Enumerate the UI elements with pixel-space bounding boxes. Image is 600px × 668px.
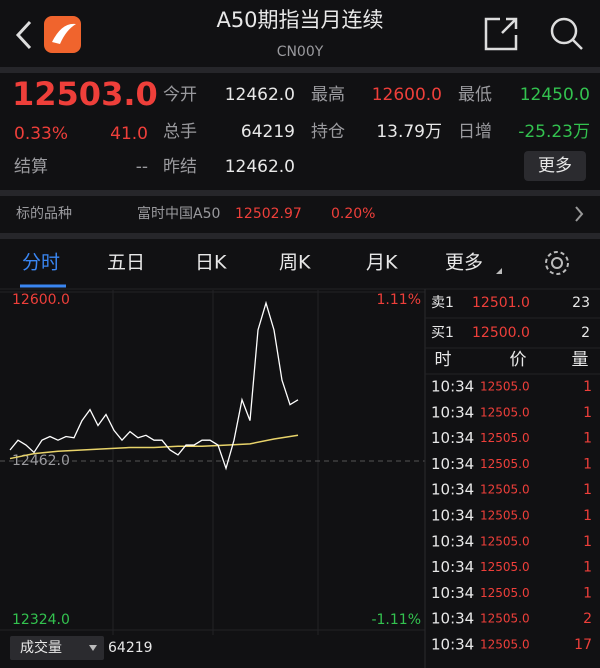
trade-qty: 17	[574, 637, 592, 653]
trade-price: 12505.0	[480, 534, 530, 548]
field-value: 13.79万	[376, 122, 442, 142]
trade-qty: 1	[583, 456, 592, 472]
volume-label[interactable]: 成交量	[20, 639, 62, 656]
trade-price: 12505.0	[480, 405, 530, 419]
trade-time: 10:34	[431, 481, 474, 499]
trade-time: 10:34	[431, 532, 474, 550]
field-value: 64219	[241, 122, 295, 142]
tab[interactable]: 日K	[195, 252, 227, 274]
app-icon-glyph	[52, 23, 76, 44]
trade-time: 10:34	[431, 610, 474, 628]
trade-qty: 2	[583, 611, 592, 627]
trade-time: 10:34	[431, 558, 474, 576]
trade-qty: 1	[583, 379, 592, 395]
trade-price: 12505.0	[480, 638, 530, 652]
trade-qty: 1	[583, 534, 592, 550]
trade-price: 12505.0	[480, 586, 530, 600]
more-button-label[interactable]: 更多	[538, 156, 572, 176]
trade-price: 12505.0	[480, 612, 530, 626]
tab[interactable]: 五日	[107, 252, 145, 274]
trade-time: 10:34	[431, 378, 474, 396]
level-price: 12501.0	[472, 295, 530, 311]
underlying-name[interactable]: 富时中国A50	[137, 205, 220, 222]
field-label: 持仓	[311, 122, 345, 142]
trade-time: 10:34	[431, 455, 474, 473]
field-label: 总手	[163, 122, 197, 142]
trade-price: 12505.0	[480, 509, 530, 523]
tab[interactable]: 分时	[22, 252, 60, 274]
last-price: 12503.0	[12, 75, 158, 113]
price-line	[9, 300, 299, 471]
field-label: 昨结	[163, 157, 197, 177]
trade-qty: 1	[583, 508, 592, 524]
average-line	[9, 434, 299, 460]
field-value: 12450.0	[520, 85, 590, 105]
volume-dropdown[interactable]	[10, 636, 104, 660]
y-tick-label: 12324.0	[12, 612, 70, 628]
trade-price: 12505.0	[480, 431, 530, 445]
pct-label: 1.11%	[377, 292, 421, 308]
trade-qty: 1	[583, 585, 592, 601]
trade-price: 12505.0	[480, 560, 530, 574]
tab-more-arrow[interactable]	[496, 268, 502, 274]
field-value: 12462.0	[225, 157, 295, 177]
trade-qty: 1	[583, 431, 592, 447]
field-label: 最高	[311, 85, 345, 105]
tab[interactable]: 周K	[279, 252, 311, 274]
search-button[interactable]	[550, 17, 583, 50]
level-label: 卖1	[431, 295, 454, 311]
volume-value: 64219	[108, 640, 153, 656]
underlying-label[interactable]: 标的品种	[16, 206, 72, 222]
field-label: 结算	[14, 157, 48, 177]
chevron[interactable]	[575, 206, 584, 222]
pct-label: -1.11%	[371, 612, 421, 628]
tab[interactable]: 更多	[445, 252, 483, 274]
title: A50期指当月连续	[216, 8, 383, 32]
change-pct: 0.33%	[14, 124, 68, 144]
back-button[interactable]	[15, 20, 32, 50]
field-label: 日增	[458, 122, 492, 142]
y-tick-label: 12462.0	[12, 453, 70, 469]
trade-qty: 1	[583, 405, 592, 421]
settings-button[interactable]	[545, 251, 569, 275]
trade-time: 10:34	[431, 403, 474, 421]
field-value: -25.23万	[518, 122, 590, 142]
column-header: 量	[572, 350, 589, 370]
tab[interactable]: 月K	[366, 252, 398, 274]
underlying-change[interactable]: 0.20%	[331, 206, 375, 222]
trade-time: 10:34	[431, 584, 474, 602]
underlying-price[interactable]: 12502.97	[235, 206, 302, 222]
field-value: --	[136, 157, 148, 177]
share-button[interactable]	[484, 17, 518, 51]
change: 41.0	[110, 124, 148, 144]
trade-price: 12505.0	[480, 380, 530, 394]
trade-time: 10:34	[431, 429, 474, 447]
y-tick-label: 12600.0	[12, 292, 70, 308]
subtitle: CN00Y	[277, 44, 324, 60]
more-button[interactable]	[524, 151, 586, 181]
trade-price: 12505.0	[480, 457, 530, 471]
trade-time: 10:34	[431, 507, 474, 525]
dropdown-arrow[interactable]	[89, 645, 97, 651]
field-value: 12600.0	[372, 85, 442, 105]
field-label: 最低	[458, 85, 492, 105]
trade-time: 10:34	[431, 636, 474, 654]
level-label: 买1	[431, 325, 454, 341]
trade-qty: 1	[583, 560, 592, 576]
trade-price: 12505.0	[480, 483, 530, 497]
level-qty: 23	[572, 295, 590, 311]
level-price: 12500.0	[472, 325, 530, 341]
field-label: 今开	[163, 85, 197, 105]
trade-qty: 1	[583, 482, 592, 498]
column-header: 时	[435, 350, 452, 370]
column-header: 价	[510, 350, 527, 370]
level-qty: 2	[581, 325, 590, 341]
field-value: 12462.0	[225, 85, 295, 105]
